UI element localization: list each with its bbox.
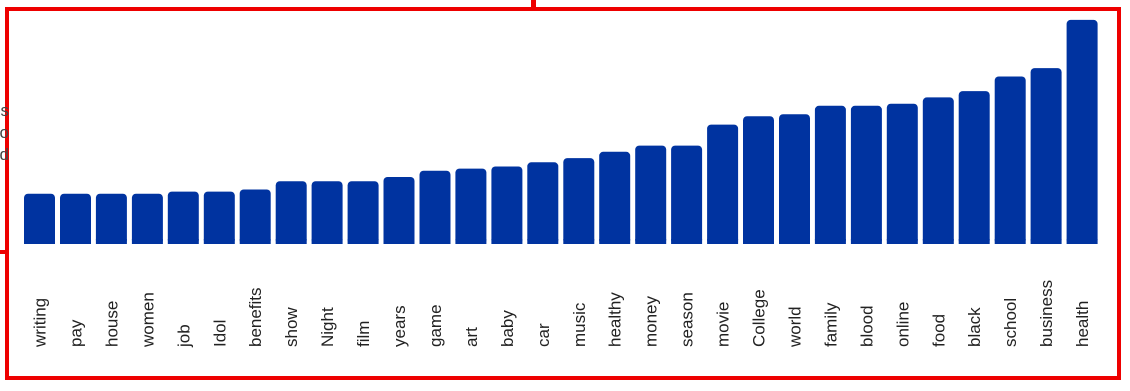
category-label: benefits — [246, 287, 265, 347]
bar-base — [743, 239, 774, 244]
bar-base — [131, 239, 163, 244]
category-label: job — [174, 324, 193, 348]
category-label: online — [893, 302, 912, 347]
bar-show — [275, 181, 307, 244]
bar-benefits — [239, 189, 271, 244]
bar-base — [1030, 239, 1062, 244]
bar-base — [599, 239, 631, 244]
bar-art — [455, 168, 487, 244]
bar-base — [527, 239, 559, 244]
bar-music — [563, 158, 595, 244]
bar-job — [167, 191, 199, 244]
category-label: black — [965, 307, 984, 347]
background-fragment: ls — [0, 101, 9, 120]
bar-college — [743, 116, 774, 244]
bar-base — [994, 239, 1026, 244]
bar-house — [95, 193, 127, 244]
bar-years — [383, 177, 415, 244]
bar-pay — [60, 193, 91, 244]
category-label: women — [138, 292, 157, 348]
bar-base — [275, 239, 307, 244]
bar-base — [958, 239, 990, 244]
bar-base — [491, 239, 523, 244]
bar-game — [419, 170, 451, 244]
category-label: baby — [498, 310, 517, 347]
bar-business — [1030, 68, 1062, 244]
bar-base — [383, 239, 415, 244]
bar-women — [131, 193, 163, 244]
frame-left-stub — [0, 250, 9, 254]
category-label: music — [570, 302, 589, 347]
bar-movie — [707, 124, 739, 244]
category-label: health — [1073, 301, 1092, 347]
bar-base — [779, 239, 810, 244]
bar-world — [779, 114, 810, 244]
category-label: pay — [67, 319, 86, 347]
category-label: movie — [714, 302, 733, 347]
category-label: blood — [857, 305, 876, 347]
category-label: game — [426, 304, 445, 347]
bar-base — [347, 239, 379, 244]
bar-base — [24, 239, 55, 244]
bar-school — [994, 76, 1026, 244]
bar-base — [167, 239, 199, 244]
category-label: food — [929, 314, 948, 347]
bar-night — [311, 181, 343, 244]
bar-blood — [850, 105, 882, 244]
bar-base — [60, 239, 91, 244]
bar-base — [563, 239, 595, 244]
frame-top-tick — [531, 0, 536, 10]
bar-base — [455, 239, 487, 244]
category-label: art — [462, 327, 481, 347]
bar-money — [635, 145, 667, 244]
category-label: Idol — [210, 320, 229, 347]
background-fragment: o — [0, 123, 9, 142]
category-label: show — [282, 307, 301, 347]
bar-healthy — [599, 151, 631, 244]
category-label: film — [354, 321, 373, 347]
bar-base — [886, 239, 918, 244]
bar-base — [635, 239, 667, 244]
category-label: money — [642, 295, 661, 347]
bar-baby — [491, 166, 523, 244]
category-label: years — [390, 305, 409, 347]
bar-black — [958, 91, 990, 244]
bar-base — [203, 239, 235, 244]
bar-writing — [24, 193, 55, 244]
bar-base — [1066, 239, 1098, 244]
bar-base — [814, 239, 846, 244]
bar-base — [419, 239, 451, 244]
category-label: business — [1037, 280, 1056, 347]
bar-season — [671, 145, 703, 244]
category-label: healthy — [606, 292, 625, 347]
category-label: car — [534, 323, 553, 347]
bar-online — [886, 103, 918, 244]
category-label: school — [1001, 298, 1020, 347]
bar-base — [311, 239, 343, 244]
category-label: College — [750, 289, 769, 347]
category-label: Night — [318, 307, 337, 347]
bar-base — [239, 239, 271, 244]
bar-car — [527, 162, 559, 244]
category-label: house — [102, 301, 121, 347]
category-label: world — [786, 306, 805, 348]
background-fragment: d — [0, 145, 9, 164]
bar-family — [814, 105, 846, 244]
bar-base — [922, 239, 954, 244]
bar-base — [707, 239, 739, 244]
bar-film — [347, 181, 379, 244]
background-text-fragments: ls o d — [0, 100, 9, 166]
category-label: season — [678, 292, 697, 347]
bar-food — [922, 97, 954, 245]
bar-health — [1066, 19, 1098, 245]
bar-base — [95, 239, 127, 244]
bar-idol — [203, 191, 235, 244]
bar-base — [671, 239, 703, 244]
bar-base — [850, 239, 882, 244]
category-label: writing — [31, 298, 50, 348]
category-label: family — [821, 302, 840, 347]
